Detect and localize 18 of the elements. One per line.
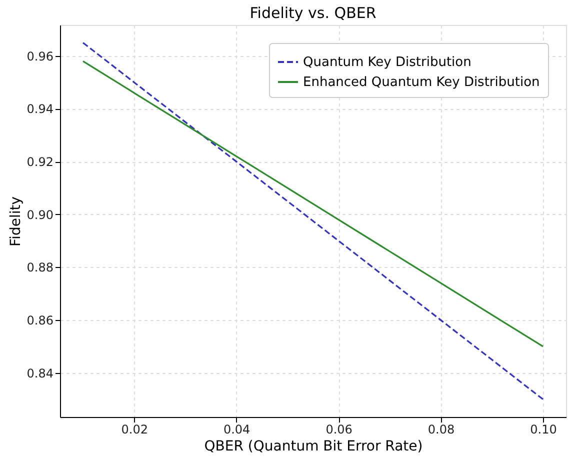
y-tick-label: 0.86 — [26, 314, 54, 328]
y-tick-label: 0.84 — [26, 366, 54, 380]
y-tick-label: 0.94 — [26, 102, 54, 116]
y-tick-label: 0.96 — [26, 49, 54, 64]
x-tick-label: 0.08 — [428, 422, 455, 436]
y-axis-title: Fidelity — [8, 196, 24, 246]
x-tick-label: 0.04 — [223, 422, 250, 436]
x-tick-label: 0.06 — [326, 422, 352, 436]
y-tick-label: 0.92 — [26, 155, 54, 170]
x-axis-title: QBER (Quantum Bit Error Rate) — [204, 438, 423, 454]
x-tick-label: 0.10 — [530, 422, 557, 436]
line-series — [82, 42, 544, 400]
legend-label: Quantum Key Distribution — [303, 55, 472, 70]
y-tick-label: 0.88 — [26, 260, 54, 275]
y-tick-label: 0.90 — [26, 208, 54, 222]
x-tick-label: 0.02 — [121, 422, 148, 436]
legend-label: Enhanced Quantum Key Distribution — [303, 75, 540, 90]
chart-title: Fidelity vs. QBER — [250, 4, 376, 22]
